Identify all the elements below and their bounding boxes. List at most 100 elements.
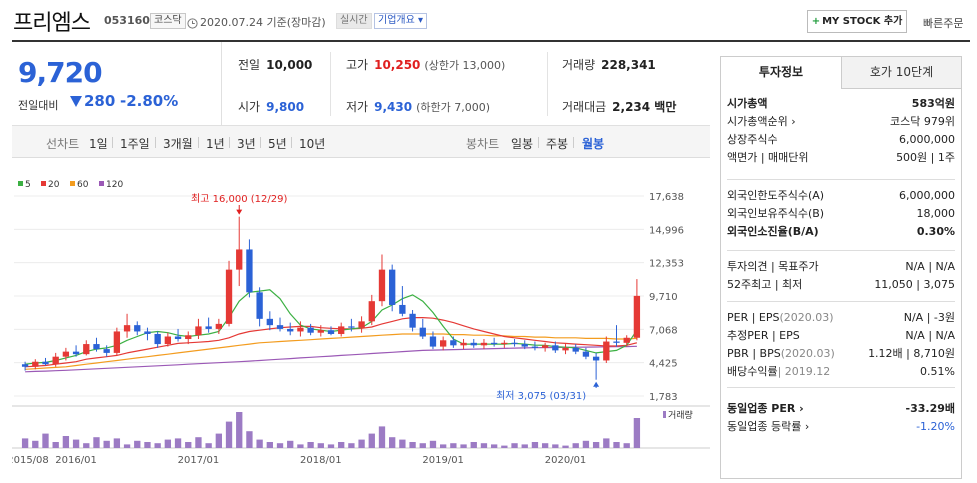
stock-code: 053160	[104, 14, 150, 27]
invest-row: 추정PER | EPS N/A | N/A	[727, 327, 955, 345]
low-value: 9,430	[374, 100, 413, 114]
invest-row-label[interactable]: 외국인보유주식수(B)	[727, 205, 824, 223]
invest-row-label[interactable]: 액면가 | 매매단위	[727, 149, 809, 167]
invest-row-value: 11,050 | 3,075	[874, 278, 955, 291]
corp-info-dropdown[interactable]: 기업개요 ▾	[374, 13, 427, 29]
period-10y[interactable]: 10년	[299, 137, 326, 151]
invest-row: 52주최고 | 최저 11,050 | 3,075	[727, 276, 955, 294]
candle-body	[134, 325, 141, 332]
volume-bar	[93, 437, 100, 448]
invest-row-label-text: 동일업종 등락률 ›	[727, 420, 810, 433]
volume-bar	[429, 440, 437, 448]
candle-body	[511, 342, 518, 345]
invest-row-label-text: 외국인소진율(B/A)	[727, 225, 819, 238]
realtime-toggle[interactable]: 실시간	[336, 13, 372, 29]
volume-bar	[32, 440, 39, 448]
open-value: 9,800	[266, 100, 305, 114]
quote-grid: 전일 10,000 고가 10,250 (상한가 13,000) 거래량 228,341…	[221, 42, 710, 126]
period-1d[interactable]: 1일	[89, 137, 108, 151]
invest-row-label[interactable]: PBR | BPS(2020.03)	[727, 345, 835, 363]
candle-weekly[interactable]: 주봉	[546, 137, 569, 151]
header-divider	[12, 40, 970, 42]
invest-row-label[interactable]: 시가총액	[727, 95, 767, 113]
candle-body	[409, 313, 416, 328]
period-5y[interactable]: 5년	[268, 137, 287, 151]
low-annotation: 최저 3,075 (03/31)	[496, 390, 586, 402]
invest-row: PER | EPS(2020.03) N/A | -3원	[727, 309, 955, 327]
volume-bar	[42, 433, 49, 448]
invest-row-label[interactable]: 투자의견 | 목표주가	[727, 258, 819, 276]
volume: 거래량 228,341	[562, 56, 656, 73]
volume-bar	[307, 442, 314, 448]
candle-body	[123, 325, 131, 332]
invest-row-label[interactable]: PER | EPS(2020.03)	[727, 309, 834, 327]
invest-row: 시가총액순위 › 코스닥 979위	[727, 113, 955, 131]
candle-body	[52, 356, 59, 365]
volume-bar	[521, 444, 528, 448]
volume-bar	[52, 442, 59, 448]
trade-amount: 거래대금 2,234 백만	[562, 98, 676, 115]
tab-hoga[interactable]: 호가 10단계	[841, 57, 961, 89]
candle-body	[246, 249, 253, 293]
open-price: 시가 9,800	[238, 98, 304, 115]
invest-panel: 투자정보 호가 10단계 시가총액 583억원 시가총액순위 › 코스닥 979…	[720, 56, 962, 479]
volume-bar	[297, 444, 304, 448]
y-tick-label: 14,996	[649, 225, 684, 236]
x-tick-label: 2015/08	[12, 455, 49, 466]
x-tick-label: 2020/01	[545, 455, 587, 466]
invest-row-label[interactable]: 동일업종 등락률 ›	[727, 418, 809, 436]
candle-body	[21, 364, 29, 367]
volume-bar	[490, 444, 498, 448]
candle-body	[297, 327, 304, 332]
volume-bar	[103, 440, 110, 448]
candle-body	[552, 345, 559, 351]
price-summary: 9,720 전일대비 280 -2.80%	[12, 42, 221, 126]
price-change: 280	[70, 92, 115, 110]
invest-row-label[interactable]: 상장주식수	[727, 131, 778, 149]
invest-row-note: | 2019.12	[777, 365, 831, 378]
volume-bar	[450, 443, 457, 448]
stock-chart[interactable]: 5 20 60 120 17,638 14,996 12,353 9,710 7,068 4,4…	[7, 158, 710, 479]
candle-chart-label: 봉차트	[466, 137, 500, 151]
invest-row: 외국인소진율(B/A) 0.30%	[727, 223, 955, 241]
volume-bar	[287, 440, 294, 448]
candle-body	[32, 361, 39, 367]
candle-body	[225, 269, 233, 324]
invest-row-label[interactable]: 동일업종 PER ›	[727, 400, 804, 418]
invest-row-label-text: PER | EPS	[727, 311, 780, 324]
invest-row-label[interactable]: 외국인한도주식수(A)	[727, 187, 824, 205]
candle-monthly[interactable]: 월봉	[582, 137, 605, 151]
invest-row: 동일업종 PER › -33.29배	[727, 400, 955, 418]
high-value: 10,250	[374, 58, 421, 72]
invest-row-label[interactable]: 시가총액순위 ›	[727, 113, 796, 131]
invest-row-label[interactable]: 52주최고 | 최저	[727, 276, 802, 294]
volume-bar	[541, 443, 549, 448]
mystock-label: MY STOCK 추가	[822, 16, 903, 27]
candle-body	[93, 344, 100, 350]
x-tick-label: 2017/01	[178, 455, 220, 466]
candle-daily[interactable]: 일봉	[511, 137, 534, 151]
period-3m[interactable]: 3개월	[163, 137, 193, 151]
quote-date: 2020.07.24 기준(장마감)	[200, 16, 326, 29]
candlestick-chart[interactable]: 5 20 60 120 17,638 14,996 12,353 9,710 7,068 4,4…	[7, 158, 710, 479]
ma-legend-label: 120	[106, 180, 123, 190]
invest-row-label[interactable]: 추정PER | EPS	[727, 327, 800, 345]
period-1w[interactable]: 1주일	[120, 137, 150, 151]
volume-bar	[246, 431, 253, 448]
volume-bar	[582, 440, 590, 448]
mystock-add-button[interactable]: + MY STOCK 추가	[807, 10, 907, 33]
invest-row-label-text: PBR | BPS	[727, 347, 781, 360]
period-1y[interactable]: 1년	[206, 137, 225, 151]
ma-legend-swatch	[41, 181, 46, 186]
period-3y[interactable]: 3년	[237, 137, 256, 151]
invest-row-label[interactable]: 배당수익률| 2019.12	[727, 363, 830, 381]
volume-legend-swatch	[663, 411, 666, 418]
invest-row-label[interactable]: 외국인소진율(B/A)	[727, 223, 819, 241]
invest-row-value: 0.30%	[916, 225, 955, 238]
stock-name: 프리엠스	[13, 11, 91, 36]
high-annotation: 최고 16,000 (12/29)	[191, 193, 287, 205]
volume-bar	[276, 443, 284, 448]
tab-invest-info[interactable]: 투자정보	[721, 57, 841, 89]
quick-order-link[interactable]: 빠른주문	[923, 17, 964, 30]
invest-row-label-text: 시가총액순위 ›	[727, 115, 796, 128]
